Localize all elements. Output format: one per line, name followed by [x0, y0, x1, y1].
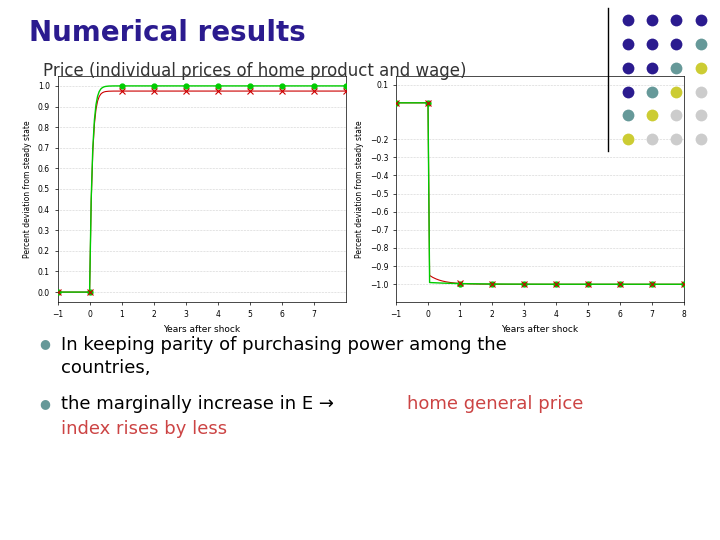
Text: ●: ●: [40, 338, 50, 350]
Text: home general price: home general price: [407, 395, 583, 413]
X-axis label: Years after shock: Years after shock: [163, 325, 240, 334]
Text: the marginally increase in E →: the marginally increase in E →: [61, 395, 340, 413]
X-axis label: Years after shock: Years after shock: [501, 325, 579, 334]
Text: Price (individual prices of home product and wage): Price (individual prices of home product…: [43, 62, 467, 80]
Text: ●: ●: [40, 397, 50, 410]
Text: Numerical results: Numerical results: [29, 19, 305, 47]
Text: countries,: countries,: [61, 359, 150, 377]
Text: In keeping parity of purchasing power among the: In keeping parity of purchasing power am…: [61, 336, 507, 354]
Text: index rises by less: index rises by less: [61, 420, 228, 438]
Y-axis label: Percent deviation from steady state: Percent deviation from steady state: [355, 120, 364, 258]
Y-axis label: Percent deviation from steady state: Percent deviation from steady state: [23, 120, 32, 258]
